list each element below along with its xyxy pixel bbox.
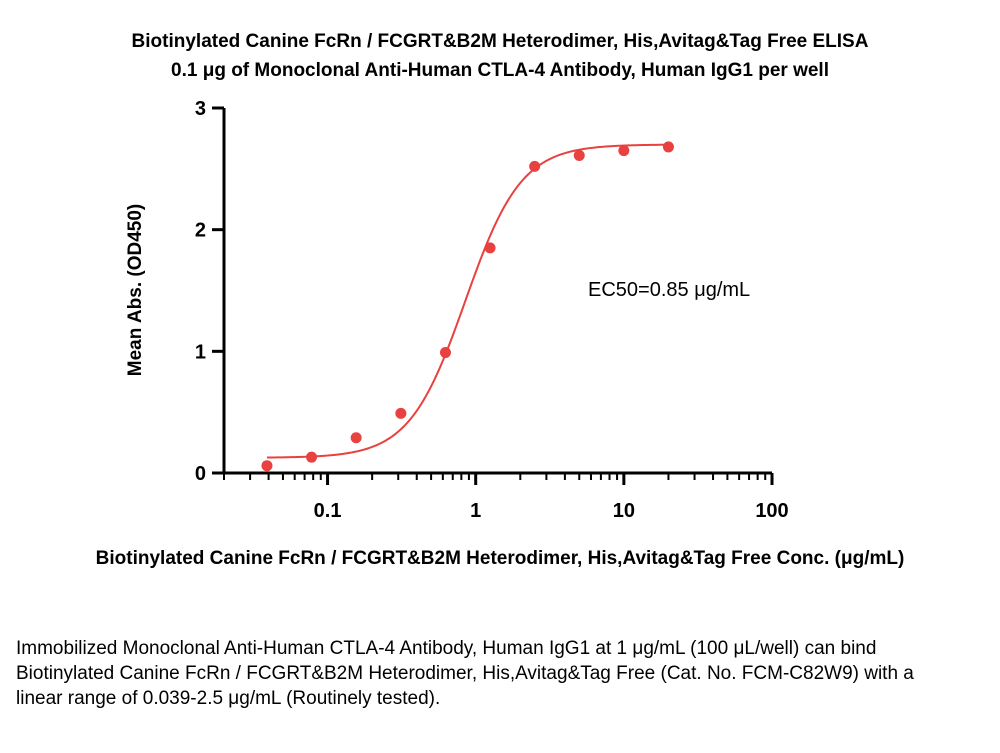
data-point — [439, 347, 451, 359]
x-axis-label: Biotinylated Canine FcRn / FCGRT&B2M Het… — [96, 548, 905, 569]
data-point — [662, 141, 674, 153]
x-tick-label: 100 — [755, 500, 788, 522]
chart-subtitle: 0.1 μg of Monoclonal Anti-Human CTLA-4 A… — [171, 60, 829, 81]
y-tick-label: 1 — [195, 341, 206, 363]
data-point — [350, 432, 362, 444]
ec50-annotation: EC50=0.85 μg/mL — [588, 279, 750, 301]
data-point — [261, 460, 273, 472]
x-tick-label: 0.1 — [314, 500, 342, 522]
data-point — [484, 242, 496, 254]
y-tick-label: 3 — [195, 98, 206, 120]
figure-caption: Immobilized Monoclonal Anti-Human CTLA-4… — [16, 638, 914, 709]
y-tick-label: 2 — [195, 220, 206, 242]
data-point — [529, 160, 541, 172]
data-point — [306, 451, 318, 463]
x-tick-label: 1 — [470, 500, 481, 522]
data-point — [395, 407, 407, 419]
x-tick-label: 10 — [613, 500, 635, 522]
data-point — [573, 149, 585, 161]
data-point — [618, 145, 630, 157]
y-axis-label: Mean Abs. (OD450) — [125, 204, 146, 376]
fit-curve — [266, 143, 669, 459]
elisa-chart: 0 1 2 3 0.1 1 10 100 Biotinylated Canine FcRn / … — [96, 98, 905, 569]
chart-title: Biotinylated Canine FcRn / FCGRT&B2M Het… — [131, 31, 869, 52]
y-tick-label: 0 — [195, 463, 206, 485]
